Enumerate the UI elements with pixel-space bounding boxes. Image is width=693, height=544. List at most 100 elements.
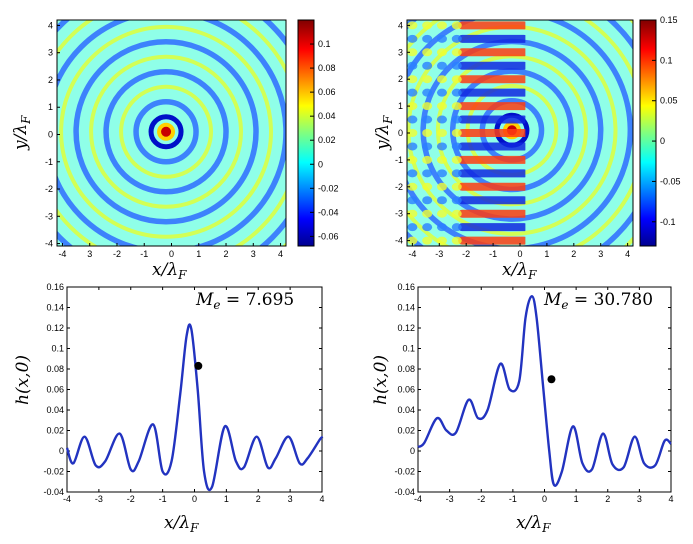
blob xyxy=(436,21,447,30)
colorbar-ticks: 0.15 0.1 0.05 0 -0.05 -0.1 xyxy=(652,15,681,227)
blob xyxy=(436,61,447,70)
x-tick-label: -3 xyxy=(95,494,103,504)
x-tick-label: -2 xyxy=(477,494,485,504)
blob xyxy=(422,61,433,70)
blob xyxy=(407,169,418,178)
y-tick-label: 0.04 xyxy=(397,405,415,415)
blob xyxy=(451,142,462,151)
blob xyxy=(422,169,433,178)
colorbar-tick-label: -0.05 xyxy=(660,176,681,186)
y-tick-label: -0.04 xyxy=(394,487,415,497)
colorbar-tick-label: 0.05 xyxy=(660,96,678,106)
blob xyxy=(422,48,433,57)
blob xyxy=(436,115,447,124)
x-tick-label: 2 xyxy=(605,494,610,504)
blob xyxy=(451,129,462,137)
trough-stripe xyxy=(458,196,526,205)
y-tick-label: 0.04 xyxy=(46,405,64,415)
blob xyxy=(436,102,447,111)
blob xyxy=(436,88,447,97)
crest-stripe xyxy=(458,155,526,164)
blob xyxy=(407,48,418,57)
trough-ring xyxy=(103,69,229,195)
blob xyxy=(451,21,462,30)
x-tick-label: 4 xyxy=(668,494,673,504)
blob xyxy=(422,115,433,124)
blob xyxy=(451,61,462,70)
blob xyxy=(451,209,462,218)
x-ticks: -4 -3 -2 -1 0 1 2 3 4 xyxy=(408,243,630,259)
x-tick-label: -2 xyxy=(113,249,121,259)
colorbar-tick-label: 0.08 xyxy=(318,63,336,73)
crest-stripe xyxy=(458,129,526,137)
blob xyxy=(422,88,433,97)
y-tick-label: 2 xyxy=(398,74,403,84)
blob xyxy=(422,182,433,191)
y-tick-label: 0.16 xyxy=(397,282,415,292)
me-annotation: Me = 7.695 xyxy=(195,290,294,312)
crest-ring xyxy=(435,54,588,207)
colorbar-tick-label: -0.02 xyxy=(318,183,339,193)
y-tick-label: 0.12 xyxy=(397,323,415,333)
x-tick-label: 1 xyxy=(544,249,549,259)
y-tick-label: 0 xyxy=(410,446,415,456)
series-line xyxy=(417,295,672,487)
x-tick-label: -1 xyxy=(159,494,167,504)
blob xyxy=(422,34,433,43)
x-axis-label: x/λF xyxy=(516,513,551,535)
y-axis-label: h(x,0) xyxy=(371,355,391,405)
blob xyxy=(451,236,462,245)
x-tick-label: 0 xyxy=(517,249,522,259)
x-tick-label: 0 xyxy=(169,249,174,259)
colorbar xyxy=(297,19,315,247)
crest-stripe xyxy=(458,209,526,218)
x-tick-label: 3 xyxy=(637,494,642,504)
blob xyxy=(407,196,418,205)
x-tick-label: -3 xyxy=(435,249,443,259)
y-ticks: 4 3 2 1 0 -1 -2 -3 -4 xyxy=(45,20,60,249)
x-tick-label: 2 xyxy=(256,494,261,504)
blob xyxy=(422,236,433,245)
blob xyxy=(407,21,418,30)
plot-frame xyxy=(66,286,323,493)
blob xyxy=(407,142,418,151)
wave-rings xyxy=(57,20,286,246)
stripes-clip-group xyxy=(407,21,526,245)
y-axis-label: y/λF xyxy=(373,115,395,151)
blob xyxy=(451,155,462,164)
blob xyxy=(407,129,418,137)
blob xyxy=(451,169,462,178)
y-tick-label: 4 xyxy=(48,20,53,30)
blob xyxy=(422,75,433,84)
line-panel-bottom-left: -4 -3 -2 -1 0 1 2 3 4 0.16 0.14 0.12 0.1 0.08 0.06 0.04… xyxy=(13,282,325,535)
x-tick-label: 3 xyxy=(288,494,293,504)
x-tick-label: -4 xyxy=(63,494,71,504)
annotation-subscript: e xyxy=(213,298,220,312)
series-line xyxy=(65,323,324,492)
blob xyxy=(436,236,447,245)
colorbar-tick-label: 0.15 xyxy=(660,15,678,25)
colorbar-tick-label: 0.1 xyxy=(318,39,331,49)
y-tick-label: -2 xyxy=(45,184,53,194)
y-tick-label: 0.14 xyxy=(397,303,415,313)
blob xyxy=(407,209,418,218)
x-tick-label: 2 xyxy=(571,249,576,259)
crest-stripe xyxy=(458,102,526,111)
y-ticks: 4 3 2 1 0 -1 -2 -3 -4 xyxy=(395,20,410,246)
x-tick-label: -2 xyxy=(462,249,470,259)
x-tick-label: 1 xyxy=(574,494,579,504)
blob xyxy=(436,223,447,232)
annotation-symbol: M xyxy=(195,290,214,310)
x-axis-label: x/λF xyxy=(502,260,537,282)
crest-ring xyxy=(89,54,244,209)
y-tick-label: 0.08 xyxy=(397,364,415,374)
colorbar-tick-label: 0 xyxy=(318,159,323,169)
x-tick-label: 3 xyxy=(87,249,92,259)
axis-ticks: -4 -3 -2 -1 0 1 2 3 4 0.16 0.14 0.12 0.1 0.08 0.06 0.04… xyxy=(394,282,673,504)
blob xyxy=(422,129,433,137)
blob xyxy=(436,48,447,57)
y-axis-label: y/λF xyxy=(11,115,33,151)
y-tick-label: 0.12 xyxy=(46,323,64,333)
blob xyxy=(451,196,462,205)
